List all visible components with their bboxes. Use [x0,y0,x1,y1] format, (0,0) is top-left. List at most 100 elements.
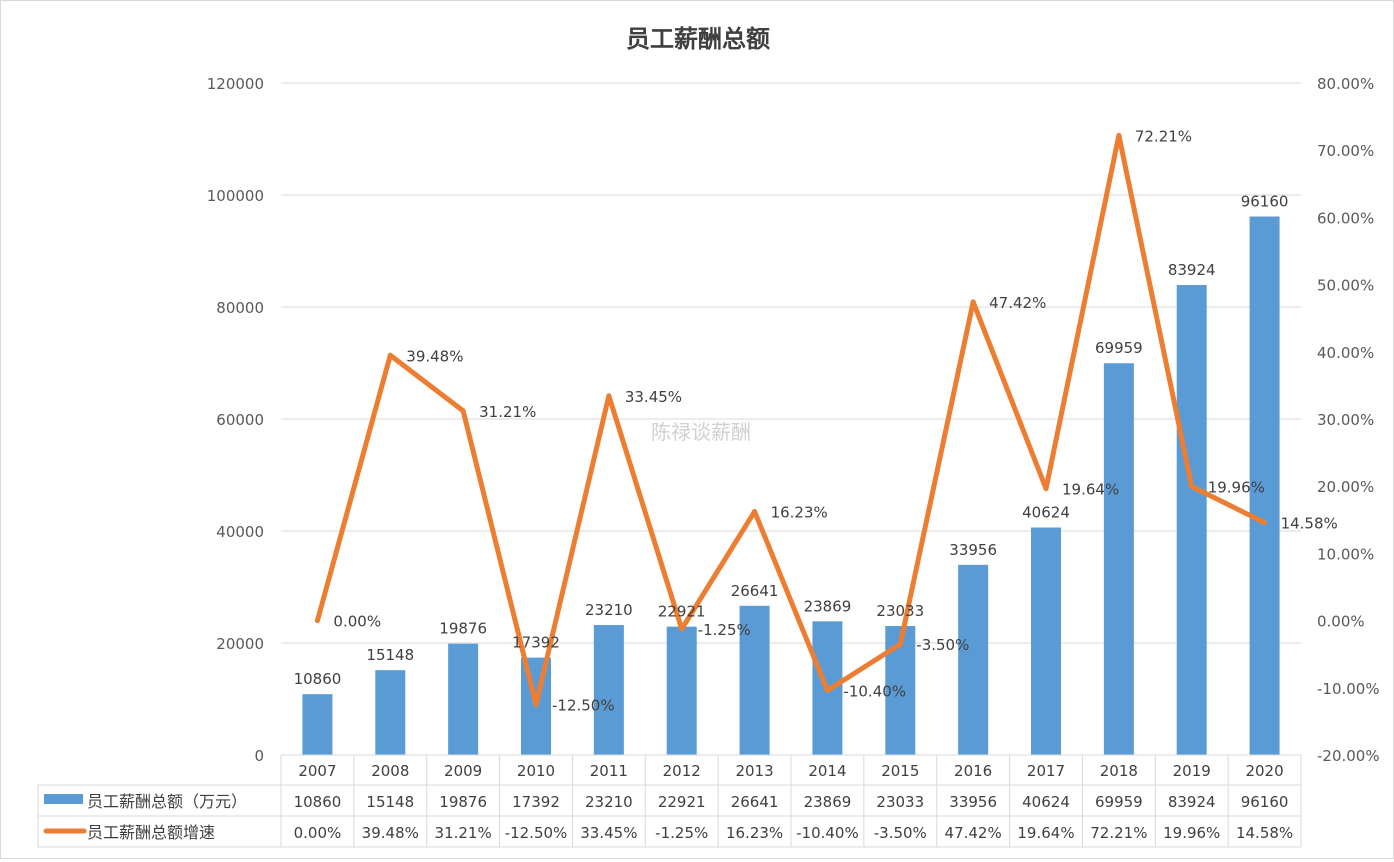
line-label: -1.25% [698,621,751,639]
table-cell-growth: 33.45% [580,824,637,842]
left-axis-tick: 0 [254,747,264,765]
line-label: -12.50% [552,697,615,715]
table-cell-value: 96160 [1241,793,1289,811]
line-label: 0.00% [333,613,381,631]
left-axis-tick: 80000 [216,299,264,317]
line-point [460,408,466,414]
table-cell-value: 17392 [512,793,560,811]
left-axis-tick: 60000 [216,411,264,429]
table-cell-value: 40624 [1022,793,1070,811]
line-label: 47.42% [989,294,1046,312]
line-label: -10.40% [843,682,906,700]
left-axis-tick: 100000 [207,187,264,205]
table-cell-growth: 0.00% [294,824,342,842]
line-point [1043,486,1049,492]
line-point [533,702,539,708]
line-label: 19.96% [1208,478,1265,496]
right-axis-tick: -20.00% [1317,747,1380,765]
table-cell-growth: 31.21% [435,824,492,842]
category-label: 2017 [1027,762,1065,780]
table-cell-value: 23869 [804,793,852,811]
right-axis-tick: 10.00% [1317,545,1374,563]
bar [302,694,333,755]
bar-label: 15148 [366,646,414,664]
legend-bar-swatch [44,794,83,804]
right-axis-tick: 20.00% [1317,478,1374,496]
table-cell-value: 10860 [294,793,342,811]
bar-label: 19876 [439,620,487,638]
table-cell-growth: -10.40% [796,824,859,842]
table-cell-growth: 72.21% [1090,824,1147,842]
table-cell-value: 83924 [1168,793,1216,811]
line-point [897,641,903,647]
line-label: 14.58% [1281,515,1338,533]
line-point [970,299,976,305]
line-point [606,393,612,399]
category-label: 2007 [298,762,336,780]
line-label: 16.23% [771,504,828,522]
right-axis-tick: 0.00% [1317,613,1365,631]
right-axis-tick: 30.00% [1317,411,1374,429]
bar [885,626,916,755]
category-label: 2016 [954,762,992,780]
category-label: 2008 [371,762,409,780]
table-cell-value: 23033 [876,793,924,811]
bar [448,643,479,755]
bar-label: 23869 [804,597,852,615]
bar [958,564,989,755]
right-axis-tick: 80.00% [1317,75,1374,93]
category-label: 2010 [517,762,555,780]
bar-label: 22921 [658,603,706,621]
line-label: 31.21% [479,403,536,421]
table-cell-growth: 16.23% [726,824,783,842]
bar-label: 69959 [1095,339,1143,357]
table-cell-value: 33956 [949,793,997,811]
table-cell-growth: 14.58% [1236,824,1293,842]
bar-label: 40624 [1022,504,1070,522]
category-label: 2015 [881,762,919,780]
legend-line-label: 员工薪酬总额增速 [87,823,215,842]
bar-label: 23033 [876,602,924,620]
left-axis-tick: 40000 [216,523,264,541]
line-point [679,626,685,632]
table-cell-value: 19876 [439,793,487,811]
line-label: 19.64% [1062,481,1119,499]
table-cell-growth: 39.48% [362,824,419,842]
line-point [752,509,758,515]
bar [1249,216,1280,755]
bar-label: 83924 [1168,261,1216,279]
bar [1103,363,1134,755]
bar [375,670,406,755]
growth-line [315,132,1266,708]
table-cell-growth: -1.25% [655,824,708,842]
line-point [824,687,830,693]
table-cell-growth: 19.64% [1017,824,1074,842]
category-label: 2013 [735,762,773,780]
table-cell-value: 69959 [1095,793,1143,811]
table-cell-value: 23210 [585,793,633,811]
line-label: -3.50% [916,636,969,654]
table-cell-value: 22921 [658,793,706,811]
right-axis-tick: 40.00% [1317,344,1374,362]
bar [739,605,770,755]
line-point [1262,520,1268,526]
line-label: 39.48% [406,347,463,365]
left-axis-tick: 20000 [216,635,264,653]
table-cell-growth: 19.96% [1163,824,1220,842]
bar-label: 10860 [294,670,342,688]
table-cell-growth: 47.42% [945,824,1002,842]
line-point [1189,483,1195,489]
line-label: 72.21% [1135,127,1192,145]
line-point [1116,132,1122,138]
right-axis-tick: 60.00% [1317,209,1374,227]
table-cell-growth: -12.50% [505,824,568,842]
category-label: 2019 [1173,762,1211,780]
bar-label: 33956 [949,541,997,559]
line-label: 33.45% [625,388,682,406]
watermark: 陈禄谈薪酬 [651,420,751,444]
category-label: 2009 [444,762,482,780]
bar [666,626,697,755]
table-cell-value: 26641 [731,793,779,811]
